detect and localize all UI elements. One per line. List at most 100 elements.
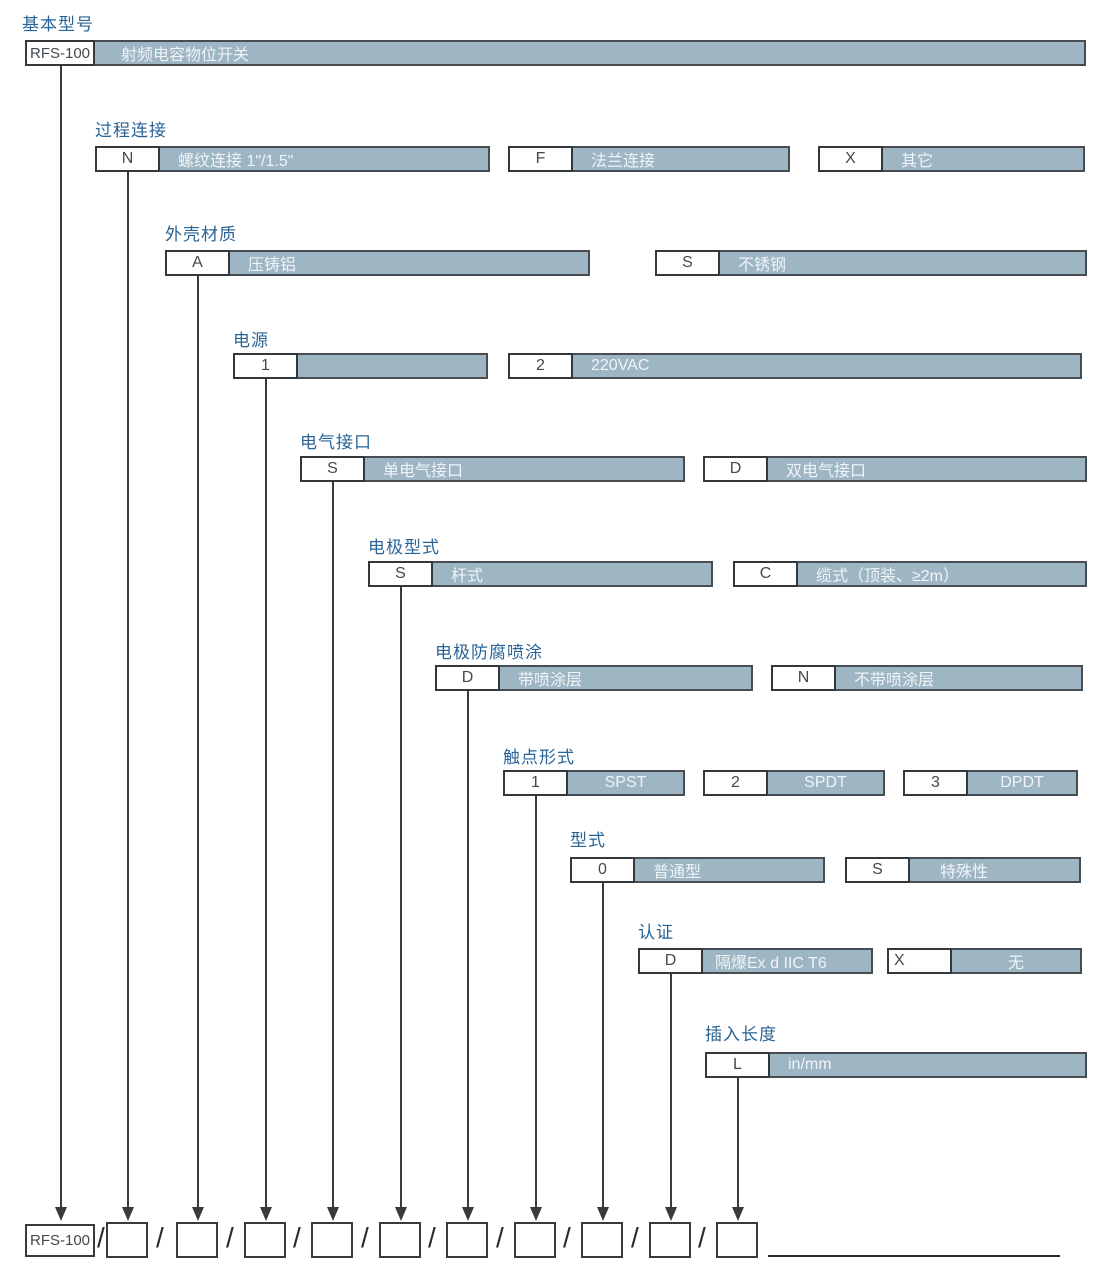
option-label-bar: DPDT xyxy=(968,770,1078,796)
model-code-box xyxy=(311,1222,353,1258)
separator-slash: / xyxy=(563,1222,571,1253)
option-label-bar: 普通型 xyxy=(635,857,825,883)
option-label-bar: 带喷涂层 xyxy=(500,665,753,691)
arrow-down-icon xyxy=(530,1207,542,1221)
option-row: S 单电气接口 xyxy=(300,456,685,482)
option-label-bar: 220VAC xyxy=(573,353,1082,379)
option-row: RFS-100 射频电容物位开关 xyxy=(25,40,1086,66)
option-code: 2 xyxy=(703,770,768,796)
group-title-contact-form: 触点形式 xyxy=(503,748,575,767)
separator-slash: / xyxy=(496,1222,504,1253)
option-row: 0 普通型 xyxy=(570,857,825,883)
option-code: L xyxy=(705,1052,770,1078)
option-code: A xyxy=(165,250,230,276)
option-code: S xyxy=(655,250,720,276)
group-title-electrode-type: 电极型式 xyxy=(368,538,440,557)
option-row: L in/mm xyxy=(705,1052,1087,1078)
model-code-box xyxy=(716,1222,758,1258)
option-label-bar: 无 xyxy=(952,948,1082,974)
arrow-down-icon xyxy=(192,1207,204,1221)
separator-slash: / xyxy=(428,1222,436,1253)
group-title-process-connection: 过程连接 xyxy=(95,121,167,140)
option-code: X xyxy=(887,948,952,974)
option-code: N xyxy=(95,146,160,172)
option-code: RFS-100 xyxy=(25,40,95,66)
separator-slash: / xyxy=(698,1222,706,1253)
option-row: S 不锈钢 xyxy=(655,250,1087,276)
option-row: D 带喷涂层 xyxy=(435,665,753,691)
arrow-down-icon xyxy=(55,1207,67,1221)
model-code-box xyxy=(446,1222,488,1258)
model-code-box xyxy=(514,1222,556,1258)
connector-line xyxy=(737,1078,739,1207)
option-label-bar: 其它 xyxy=(883,146,1085,172)
option-row: S 杆式 xyxy=(368,561,713,587)
arrow-down-icon xyxy=(327,1207,339,1221)
option-code: S xyxy=(368,561,433,587)
option-label-bar: 隔爆Ex d IIC T6 xyxy=(703,948,873,974)
separator-slash: / xyxy=(293,1222,301,1253)
separator-slash: / xyxy=(631,1222,639,1253)
option-code: S xyxy=(845,857,910,883)
arrow-down-icon xyxy=(462,1207,474,1221)
arrow-down-icon xyxy=(260,1207,272,1221)
option-label-bar: 不锈钢 xyxy=(720,250,1087,276)
group-title-basic-model: 基本型号 xyxy=(22,15,94,34)
option-label-bar: 缆式（顶装、≥2m） xyxy=(798,561,1087,587)
option-row: C 缆式（顶装、≥2m） xyxy=(733,561,1087,587)
group-title-electrical-interface: 电气接口 xyxy=(300,433,372,452)
option-row: 2 220VAC xyxy=(508,353,1082,379)
option-code: D xyxy=(435,665,500,691)
group-title-housing-material: 外壳材质 xyxy=(165,225,237,244)
option-row: N 不带喷涂层 xyxy=(771,665,1083,691)
option-label-bar: 射频电容物位开关 xyxy=(95,40,1086,66)
arrow-down-icon xyxy=(665,1207,677,1221)
connector-line xyxy=(60,66,62,1207)
option-code: 3 xyxy=(903,770,968,796)
option-label-bar xyxy=(298,353,488,379)
option-code: S xyxy=(300,456,365,482)
option-label-bar: SPST xyxy=(568,770,685,796)
option-code: F xyxy=(508,146,573,172)
option-row: 3 DPDT xyxy=(903,770,1078,796)
separator-slash: / xyxy=(361,1222,369,1253)
model-code-box xyxy=(379,1222,421,1258)
separator-slash: / xyxy=(226,1222,234,1253)
option-label-bar: 特殊性 xyxy=(910,857,1081,883)
model-code-box xyxy=(244,1222,286,1258)
option-code: 2 xyxy=(508,353,573,379)
option-label-bar: 单电气接口 xyxy=(365,456,685,482)
option-code: X xyxy=(818,146,883,172)
option-label-bar: in/mm xyxy=(770,1052,1087,1078)
option-label-bar: 不带喷涂层 xyxy=(836,665,1083,691)
connector-line xyxy=(127,172,129,1207)
option-row: X 其它 xyxy=(818,146,1085,172)
arrow-down-icon xyxy=(597,1207,609,1221)
option-code: D xyxy=(638,948,703,974)
separator-slash: / xyxy=(97,1222,105,1253)
connector-line xyxy=(467,691,469,1207)
option-row: D 双电气接口 xyxy=(703,456,1087,482)
option-row: X 无 xyxy=(887,948,1082,974)
option-row: 1 SPST xyxy=(503,770,685,796)
arrow-down-icon xyxy=(122,1207,134,1221)
connector-line xyxy=(602,883,604,1207)
option-row: S 特殊性 xyxy=(845,857,1081,883)
option-label-bar: SPDT xyxy=(768,770,885,796)
option-row: 2 SPDT xyxy=(703,770,885,796)
option-label-bar: 法兰连接 xyxy=(573,146,790,172)
connector-line xyxy=(332,482,334,1207)
separator-slash: / xyxy=(156,1222,164,1253)
group-title-insertion-length: 插入长度 xyxy=(705,1025,777,1044)
connector-line xyxy=(670,974,672,1207)
model-code-box xyxy=(106,1222,148,1258)
option-label-bar: 杆式 xyxy=(433,561,713,587)
arrow-down-icon xyxy=(395,1207,407,1221)
model-prefix-box: RFS-100 xyxy=(25,1224,95,1257)
model-code-box xyxy=(649,1222,691,1258)
group-title-power-supply: 电源 xyxy=(233,331,269,350)
option-label-bar: 压铸铝 xyxy=(230,250,590,276)
option-label-bar: 螺纹连接 1"/1.5" xyxy=(160,146,490,172)
group-title-certification: 认证 xyxy=(638,923,674,942)
